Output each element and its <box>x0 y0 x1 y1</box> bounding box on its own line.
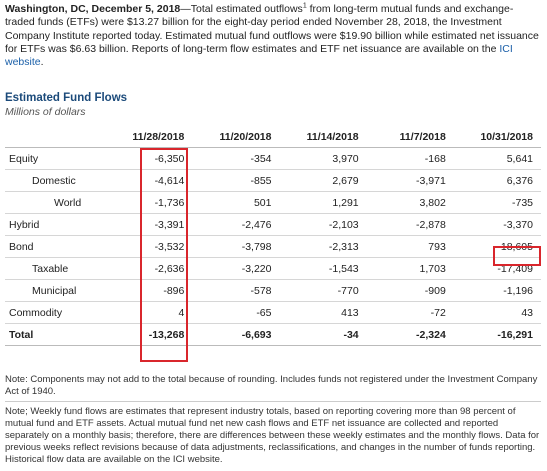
table-cell: -354 <box>192 147 280 170</box>
table-cell: 3,802 <box>366 191 454 214</box>
table-cell: -65 <box>192 301 280 324</box>
table-cell: -909 <box>366 279 454 302</box>
table-cell: 43 <box>453 301 541 324</box>
footnote-mark: 1 <box>302 2 307 10</box>
table-cell: -1,196 <box>453 279 541 302</box>
table-cell: -72 <box>366 301 454 324</box>
intro-text-3: . <box>40 56 44 69</box>
table-cell: 501 <box>192 191 280 214</box>
table-cell: -3,532 <box>132 235 193 258</box>
table-cell: -3,220 <box>192 257 280 280</box>
table-cell: -2,636 <box>132 257 193 280</box>
table-row: Taxable -2,636 -3,220 -1,543 1,703 -17,4… <box>5 257 541 280</box>
table-row: Hybrid -3,391 -2,476 -2,103 -2,878 -3,37… <box>5 213 541 236</box>
table-cell: 3,970 <box>279 147 367 170</box>
table-cell: -1,543 <box>279 257 367 280</box>
row-label: Total <box>5 323 133 346</box>
intro-paragraph: Washington, DC, December 5, 2018—Total e… <box>5 3 541 69</box>
row-label: Bond <box>5 235 133 258</box>
row-label: Equity <box>5 147 133 170</box>
row-label: Hybrid <box>5 213 133 236</box>
table-cell: -735 <box>453 191 541 214</box>
table-cell: -2,103 <box>279 213 367 236</box>
table-cell: -6,693 <box>192 323 280 346</box>
table-cell: 413 <box>279 301 367 324</box>
row-label: Commodity <box>5 301 133 324</box>
table-cell: -1,736 <box>132 191 193 214</box>
dateline: Washington, DC, December 5, 2018 <box>5 3 181 15</box>
table-cell: 1,703 <box>366 257 454 280</box>
total-row: Total -13,268 -6,693 -34 -2,324 -16,291 <box>5 323 541 346</box>
column-header: 11/20/2018 <box>192 126 280 148</box>
table-row: Municipal -896 -578 -770 -909 -1,196 <box>5 279 541 302</box>
table-header-row: 11/28/2018 11/20/2018 11/14/2018 11/7/20… <box>5 126 541 148</box>
table-cell: -18,605 <box>453 235 541 258</box>
table-cell: -855 <box>192 169 280 192</box>
table-cell: -13,268 <box>132 323 193 346</box>
table-cell: -2,878 <box>366 213 454 236</box>
column-header: 11/7/2018 <box>366 126 454 148</box>
row-label: Taxable <box>5 257 133 280</box>
row-label: Municipal <box>5 279 133 302</box>
table-cell: 6,376 <box>453 169 541 192</box>
table-cell: -2,324 <box>366 323 454 346</box>
table-cell: -3,971 <box>366 169 454 192</box>
methodology-note: Note; Weekly fund flows are estimates th… <box>5 406 540 465</box>
ici-website-link[interactable]: ICI website <box>5 42 513 69</box>
table-cell: -896 <box>132 279 193 302</box>
table-cell: -2,313 <box>279 235 367 258</box>
table-cell: 4 <box>132 301 193 324</box>
intro-text-1: —Total estimated outflows <box>180 3 303 15</box>
table-cell: 1,291 <box>279 191 367 214</box>
intro-text-2: from long-term mutual funds and exchange… <box>5 3 539 55</box>
row-label: World <box>5 191 133 214</box>
table-units: Millions of dollars <box>5 106 86 118</box>
table-cell: -2,476 <box>192 213 280 236</box>
table-cell: -578 <box>192 279 280 302</box>
table-cell: -770 <box>279 279 367 302</box>
rounding-note: Note: Components may not add to the tota… <box>5 374 538 397</box>
header-label <box>5 126 133 148</box>
table-cell: -3,798 <box>192 235 280 258</box>
row-label: Domestic <box>5 169 133 192</box>
table-cell: 2,679 <box>279 169 367 192</box>
table-cell: -6,350 <box>132 147 193 170</box>
table-cell: 5,641 <box>453 147 541 170</box>
table-cell: -3,391 <box>132 213 193 236</box>
table-row: Bond -3,532 -3,798 -2,313 793 -18,605 <box>5 235 541 258</box>
table-cell: -17,409 <box>453 257 541 280</box>
column-header: 11/14/2018 <box>279 126 367 148</box>
column-header: 11/28/2018 <box>132 126 193 148</box>
table-row: World -1,736 501 1,291 3,802 -735 <box>5 191 541 214</box>
table-cell: -168 <box>366 147 454 170</box>
table-row: Commodity 4 -65 413 -72 43 <box>5 301 541 324</box>
table-cell: -4,614 <box>132 169 193 192</box>
table-cell: -3,370 <box>453 213 541 236</box>
table-cell: 793 <box>366 235 454 258</box>
table-title: Estimated Fund Flows <box>5 92 128 104</box>
fund-flows-table: 11/28/2018 11/20/2018 11/14/2018 11/7/20… <box>5 126 541 346</box>
table-row: Domestic -4,614 -855 2,679 -3,971 6,376 <box>5 169 541 192</box>
divider <box>5 401 541 402</box>
table-row: Equity -6,350 -354 3,970 -168 5,641 <box>5 147 541 170</box>
table-cell: -16,291 <box>453 323 541 346</box>
table-cell: -34 <box>279 323 367 346</box>
column-header: 10/31/2018 <box>453 126 541 148</box>
